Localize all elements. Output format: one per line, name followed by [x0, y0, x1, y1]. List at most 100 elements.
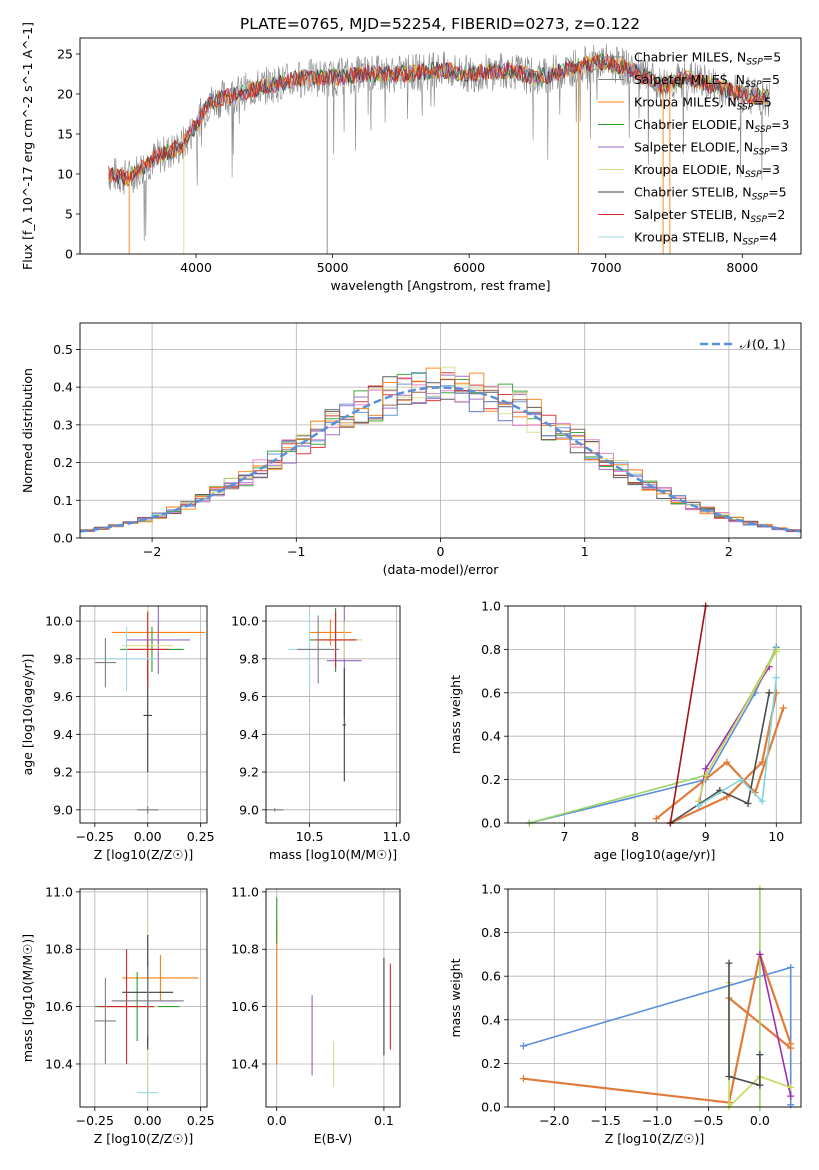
weight-series-marker [787, 1083, 795, 1091]
chart-mass_vs_EBV: 0.0 0.1 10.4 10.6 10.8 11.0 E(B-V) [231, 884, 401, 1146]
axes-frame [79, 37, 802, 255]
x-tick-label: 2 [725, 544, 733, 559]
weight-series-marker [772, 674, 780, 682]
x-tick-label: 7000 [590, 260, 622, 275]
x-tick-label: 8 [631, 829, 639, 844]
legend-label: 𝒩(0, 1) [740, 337, 786, 352]
chart-age_vs_mass: 10.5 11.0 9.0 9.2 9.4 9.6 9.8 10.0 mass [log10(M… [231, 605, 410, 862]
normal-reference-curve [79, 386, 802, 533]
legend-label: Chabrier ELODIE, NSSP=3 [634, 117, 789, 135]
y-tick-label: 0.8 [481, 925, 501, 940]
y-tick-label: 9.8 [53, 651, 73, 666]
weight-series-line [529, 646, 778, 824]
axes-frame [79, 888, 208, 1108]
weight-series-marker [787, 1044, 795, 1052]
x-axis-label: Z [log10(Z/Z☉)] [605, 1131, 705, 1146]
x-tick-label: −2 [143, 544, 161, 559]
weight-series-line [698, 677, 778, 807]
x-axis-label: mass [log10(M/M☉)] [269, 847, 397, 862]
y-tick-label: 0.0 [481, 816, 501, 831]
x-axis-label: wavelength [Angstrom, rest frame] [330, 278, 550, 293]
y-tick-label: 0.6 [481, 969, 501, 984]
x-tick-label: 0.1 [374, 1113, 394, 1128]
x-tick-label: −0.25 [76, 1113, 114, 1128]
y-tick-label: 0.5 [53, 342, 73, 357]
x-tick-label: 6000 [453, 260, 485, 275]
weight-series-marker [744, 799, 752, 807]
weight-series-marker [723, 758, 731, 766]
y-tick-label: 15 [57, 127, 73, 142]
weight-series-marker [772, 648, 780, 656]
spectrum-line [108, 54, 769, 186]
y-tick-label: 0.2 [481, 772, 501, 787]
y-axis-label: mass weight [448, 675, 463, 754]
weight-series-line [655, 707, 785, 820]
chart-weight_vs_age: 7 8 9 10 0.0 0.2 0.4 0.6 0.8 1.0 age [log10(age/yr… [448, 599, 802, 862]
legend-label: Kroupa MILES, NSSP=5 [634, 95, 772, 113]
chart-spectrum: 4000 5000 6000 7000 8000 0 5 10 15 20 25 Chabrier M… [20, 22, 802, 293]
x-tick-label: 8000 [726, 260, 758, 275]
weight-series-marker [737, 776, 745, 784]
weight-series-line [728, 963, 761, 1087]
y-tick-label: 9.8 [239, 651, 259, 666]
weight-series-marker [519, 1042, 527, 1050]
y-tick-label: 25 [57, 47, 73, 62]
y-axis-label: mass [log10(M/M☉)] [20, 934, 35, 1062]
y-tick-label: 0.0 [481, 1100, 501, 1115]
x-axis-label: Z [log10(Z/Z☉)] [94, 1131, 194, 1146]
x-tick-label: 4000 [180, 260, 212, 275]
y-tick-label: 10.0 [231, 614, 259, 629]
x-tick-label: 0.25 [187, 829, 215, 844]
weight-series-marker [725, 1072, 733, 1080]
x-tick-label: −0.25 [76, 829, 114, 844]
weight-series-marker [758, 797, 766, 805]
legend: Chabrier MILES, NSSP=5 Salpeter MILES, NS… [598, 50, 789, 248]
axes-frame [79, 322, 802, 539]
weight-series-marker [725, 959, 733, 967]
y-tick-label: 9.2 [239, 765, 259, 780]
x-tick-label: 10.5 [296, 829, 324, 844]
weight-series-marker [519, 1075, 527, 1083]
x-tick-label: −2.0 [539, 1113, 569, 1128]
x-axis-label: (data-model)/error [383, 562, 500, 577]
y-axis-label: Normed distribution [20, 368, 35, 493]
y-tick-label: 20 [57, 87, 73, 102]
x-tick-label: 7 [561, 829, 569, 844]
weight-series-line [523, 950, 792, 1104]
x-tick-label: −0.5 [693, 1113, 723, 1128]
legend-label: Kroupa ELODIE, NSSP=3 [634, 162, 780, 180]
weight-series-line [669, 605, 707, 824]
y-tick-label: 0.3 [53, 417, 73, 432]
y-tick-label: 9.4 [239, 727, 259, 742]
y-tick-label: 1.0 [481, 882, 501, 897]
y-axis-label: age [log10(age/yr)] [20, 654, 35, 776]
x-tick-label: 0.00 [134, 829, 162, 844]
y-tick-label: 0.6 [481, 685, 501, 700]
axes-frame [265, 605, 401, 824]
y-tick-label: 10.4 [45, 1056, 73, 1071]
y-tick-label: 5 [65, 207, 73, 222]
y-tick-label: 0.8 [481, 642, 501, 657]
x-tick-label: 10 [768, 829, 784, 844]
legend-label: Chabrier MILES, NSSP=5 [634, 50, 781, 68]
y-tick-label: 9.2 [53, 765, 73, 780]
figure-title: PLATE=0765, MJD=52254, FIBERID=0273, z=0… [240, 15, 640, 33]
x-tick-label: −1.5 [590, 1113, 620, 1128]
axes-frame [507, 605, 802, 824]
chart-age_vs_Z: −0.25 0.00 0.25 9.0 9.2 9.4 9.6 9.8 10.0 Z [log10… [20, 605, 215, 862]
y-tick-label: 0.4 [481, 729, 501, 744]
axes-frame [265, 888, 401, 1108]
y-tick-label: 9.6 [239, 689, 259, 704]
x-tick-label: −1 [287, 544, 305, 559]
y-tick-label: 9.0 [239, 802, 259, 817]
y-tick-label: 0.0 [53, 531, 73, 546]
x-axis-label: age [log10(age/yr)] [594, 847, 716, 862]
y-tick-label: 10.4 [231, 1056, 259, 1071]
weight-series-marker [787, 963, 795, 971]
y-tick-label: 11.0 [231, 884, 259, 899]
legend-label: Salpeter MILES, NSSP=5 [634, 72, 780, 90]
weight-series-marker [652, 815, 660, 823]
weight-series-marker [756, 1081, 764, 1089]
y-axis-label: mass weight [448, 958, 463, 1037]
x-axis-label: E(B-V) [314, 1131, 353, 1146]
